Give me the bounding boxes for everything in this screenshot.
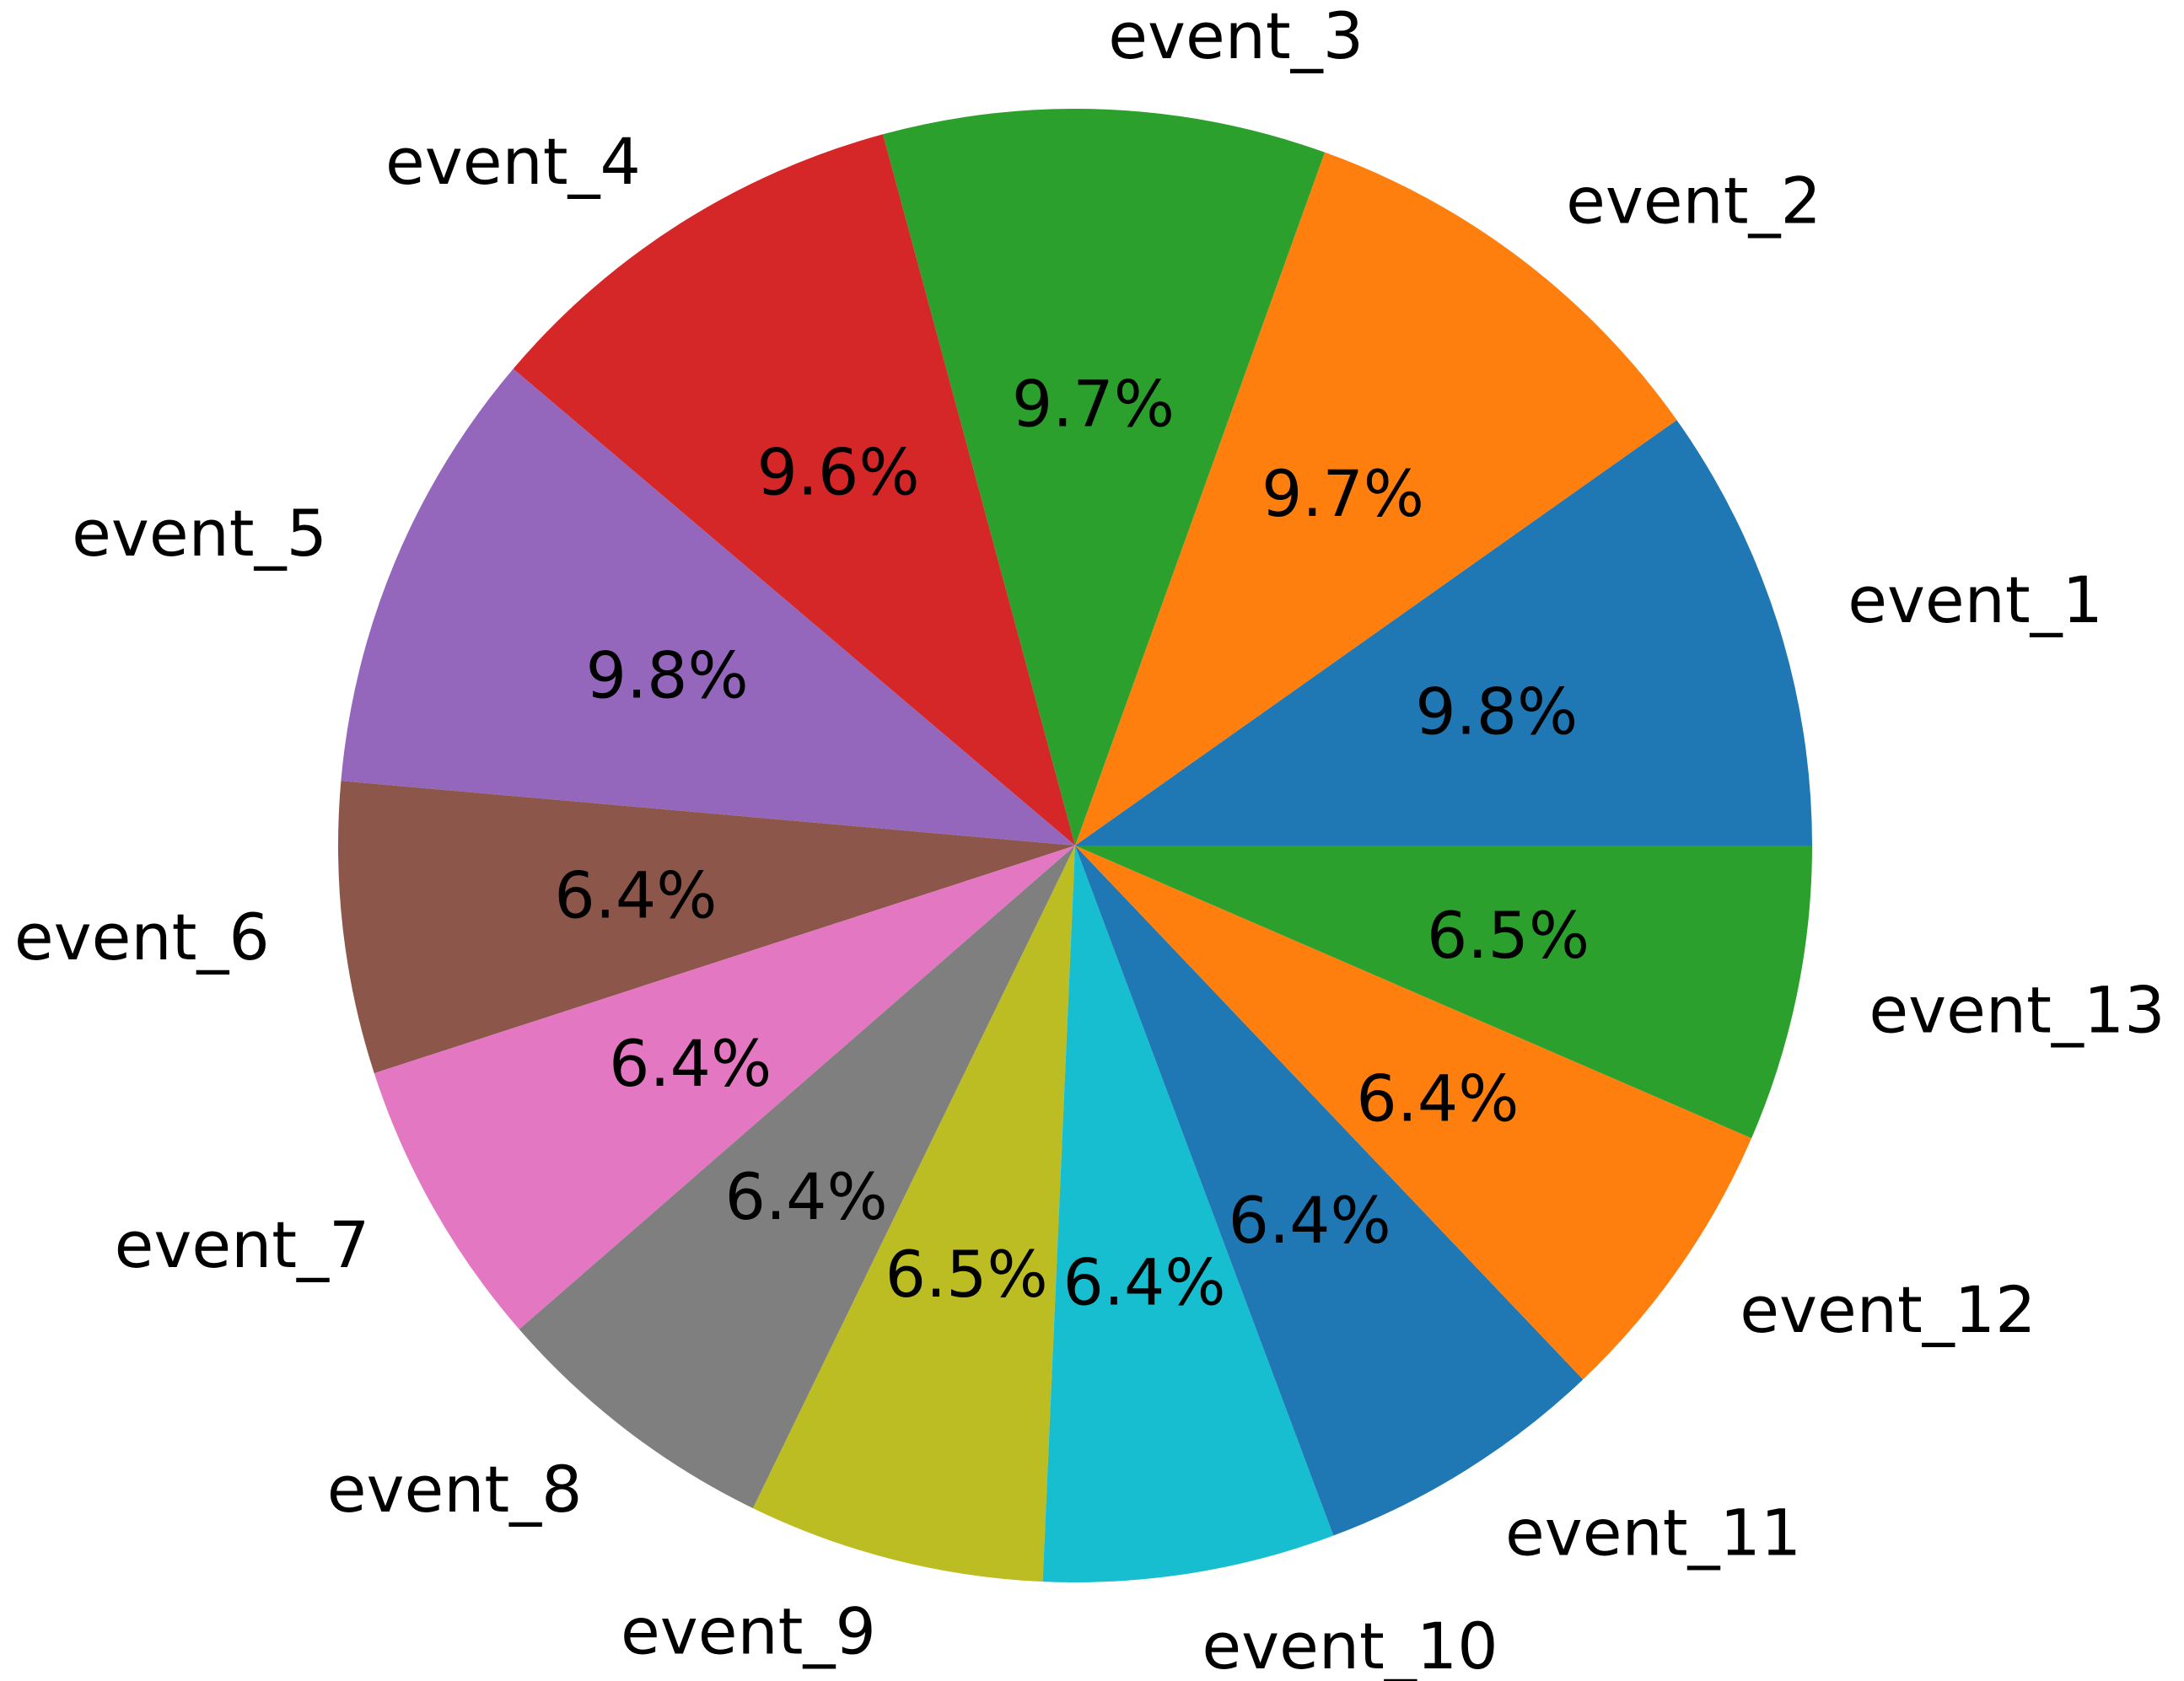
pie-value-label: 9.7%: [1012, 367, 1175, 442]
pie-category-label: event_1: [1848, 562, 2103, 637]
pie-slice-event-1: [1075, 420, 1812, 846]
pie-value-label: 9.8%: [1415, 674, 1578, 749]
pie-slice-event-8: [519, 846, 1075, 1509]
pie-slice-event-2: [1075, 152, 1677, 846]
pie-value-label: 6.5%: [885, 1237, 1048, 1312]
pie-category-label: event_10: [1202, 1608, 1498, 1681]
pie-category-label: event_11: [1505, 1495, 1801, 1570]
pie-category-label: event_2: [1566, 163, 1821, 238]
pie-category-label: event_6: [14, 900, 270, 975]
pie-value-label: 6.5%: [1427, 898, 1590, 973]
pie-category-label: event_8: [327, 1452, 583, 1527]
pie-slice-event-3: [883, 109, 1326, 846]
pie-value-label: 9.8%: [586, 637, 749, 712]
pie-category-label: event_12: [1740, 1272, 2036, 1347]
pie-category-label: event_4: [385, 124, 641, 199]
pie-slice-event-11: [1075, 846, 1584, 1536]
pie-slice-event-12: [1075, 846, 1752, 1380]
pie-value-label: 6.4%: [725, 1159, 888, 1234]
pie-category-label: event_7: [115, 1207, 370, 1282]
pie-category-label: event_13: [1869, 972, 2165, 1047]
pie-value-label: 6.4%: [609, 1026, 772, 1101]
pie-slice-event-13: [1075, 846, 1812, 1139]
pie-slice-event-6: [338, 781, 1075, 1074]
pie-category-label: event_3: [1108, 0, 1364, 73]
pie-value-label: 6.4%: [554, 858, 717, 933]
pie-value-label: 6.4%: [1356, 1061, 1519, 1136]
pie-category-label: event_5: [72, 496, 327, 571]
pie-slice-event-10: [1042, 846, 1334, 1582]
pie-slice-event-7: [374, 846, 1075, 1329]
pie-slice-event-5: [341, 368, 1075, 846]
pie-value-label: 6.4%: [1062, 1244, 1225, 1319]
pie-value-label: 6.4%: [1229, 1183, 1391, 1258]
pie-category-label: event_9: [621, 1593, 876, 1668]
pie-value-label: 9.6%: [756, 435, 919, 510]
pie-slice-event-4: [513, 134, 1075, 846]
pie-slice-event-9: [752, 846, 1075, 1582]
pie-value-label: 9.7%: [1261, 456, 1424, 531]
